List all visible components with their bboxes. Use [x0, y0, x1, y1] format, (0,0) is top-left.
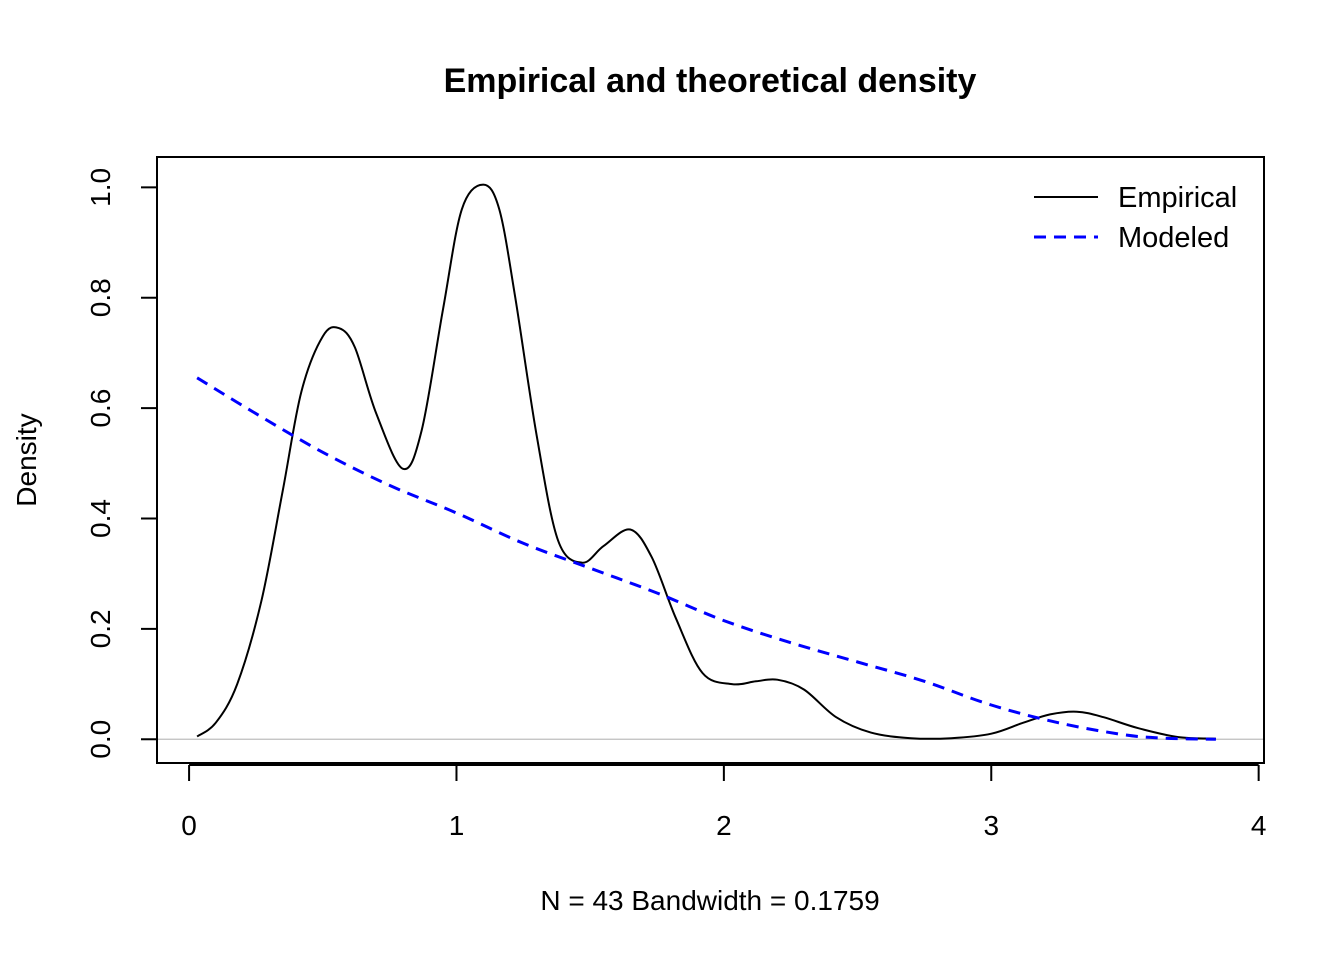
series-empirical-line	[196, 183, 1216, 740]
x-tick-label: 0	[181, 810, 197, 841]
y-tick-label: 0.2	[85, 609, 116, 648]
chart-title: Empirical and theoretical density	[444, 62, 977, 100]
x-tick-label: 4	[1251, 810, 1267, 841]
x-tick-label: 3	[983, 810, 999, 841]
x-axis: 0 1 2 3 4	[181, 764, 1267, 841]
x-tick-label: 1	[449, 810, 465, 841]
y-tick-label: 0.4	[85, 499, 116, 538]
series-modeled-line	[196, 376, 1216, 741]
series-layer	[196, 183, 1216, 741]
x-axis-label: N = 43 Bandwidth = 0.1759	[540, 885, 879, 916]
y-tick-label: 0.6	[85, 389, 116, 428]
y-tick-label: 0.8	[85, 278, 116, 317]
x-tick-label: 2	[716, 810, 732, 841]
legend-label-empirical: Empirical	[1118, 182, 1237, 214]
y-axis: 0.0 0.2 0.4 0.6 0.8 1.0	[85, 168, 158, 759]
legend: Empirical Modeled	[1034, 182, 1237, 254]
y-axis-label: Density	[11, 413, 42, 506]
y-tick-label: 0.0	[85, 720, 116, 759]
legend-label-modeled: Modeled	[1118, 222, 1229, 254]
plot-frame	[156, 156, 1265, 764]
y-tick-label: 1.0	[85, 168, 116, 207]
